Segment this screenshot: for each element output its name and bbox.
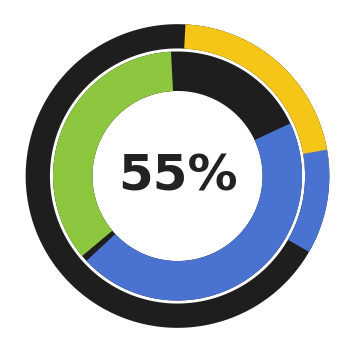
Polygon shape — [53, 52, 173, 256]
Polygon shape — [288, 150, 329, 252]
Polygon shape — [53, 51, 302, 301]
Polygon shape — [87, 124, 302, 301]
Polygon shape — [184, 24, 329, 176]
Polygon shape — [26, 24, 329, 328]
Text: 55%: 55% — [118, 152, 237, 200]
